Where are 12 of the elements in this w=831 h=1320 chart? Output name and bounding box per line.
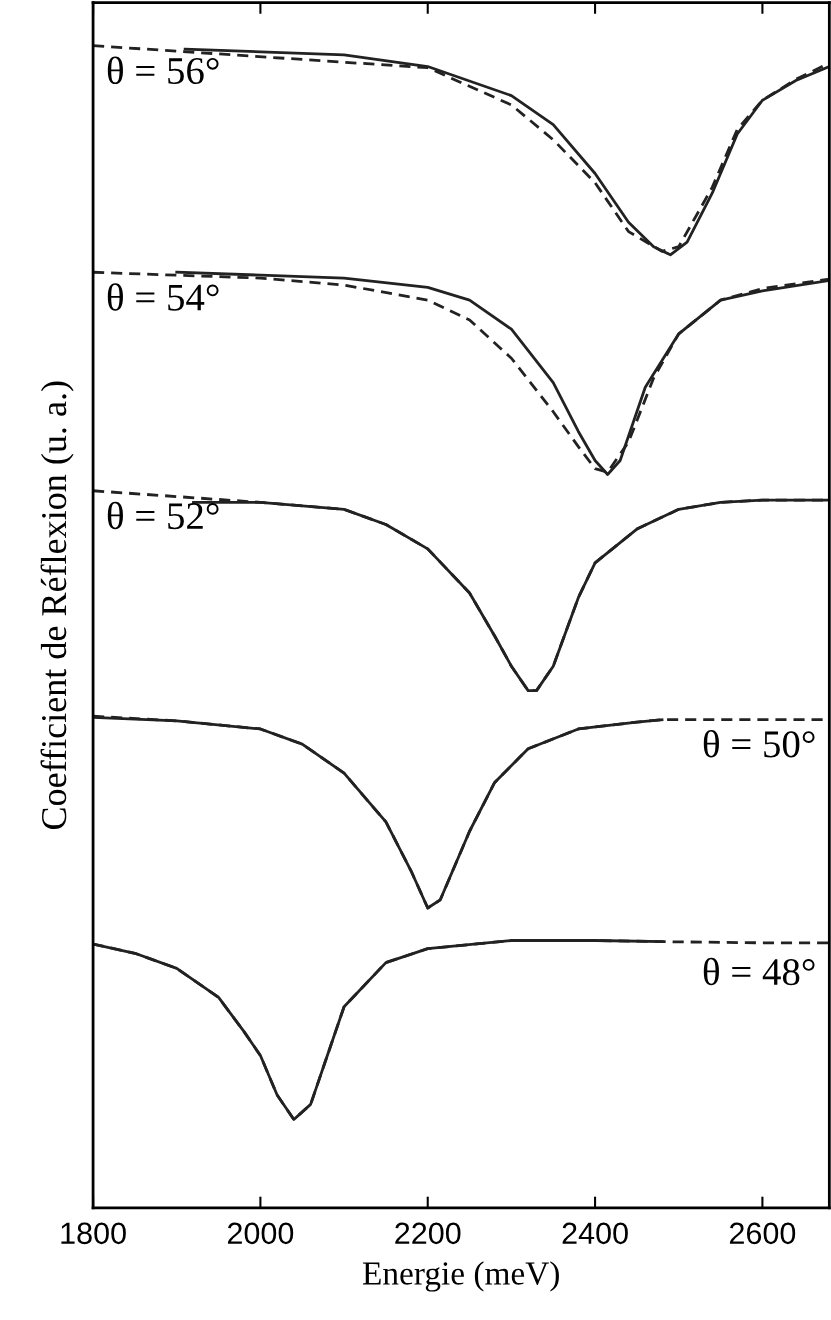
x-tick-label: 1800 xyxy=(61,1222,126,1245)
y-axis-title: Coefficient de Réflexion (u. a.) xyxy=(40,381,74,830)
x-tick-label: 2600 xyxy=(729,1222,796,1245)
x-tick-label: 2200 xyxy=(395,1222,461,1245)
x-tick-label: 2400 xyxy=(562,1222,628,1245)
annotation: θ = 54° xyxy=(107,283,219,311)
x-axis-title: Energie (meV) xyxy=(362,1261,559,1292)
annotation: θ = 50° xyxy=(703,729,815,758)
x-tick-label: 2000 xyxy=(227,1222,294,1245)
annotation: θ = 56° xyxy=(107,56,219,85)
annotation: θ = 52° xyxy=(107,501,219,530)
annotation: θ = 48° xyxy=(703,957,815,986)
